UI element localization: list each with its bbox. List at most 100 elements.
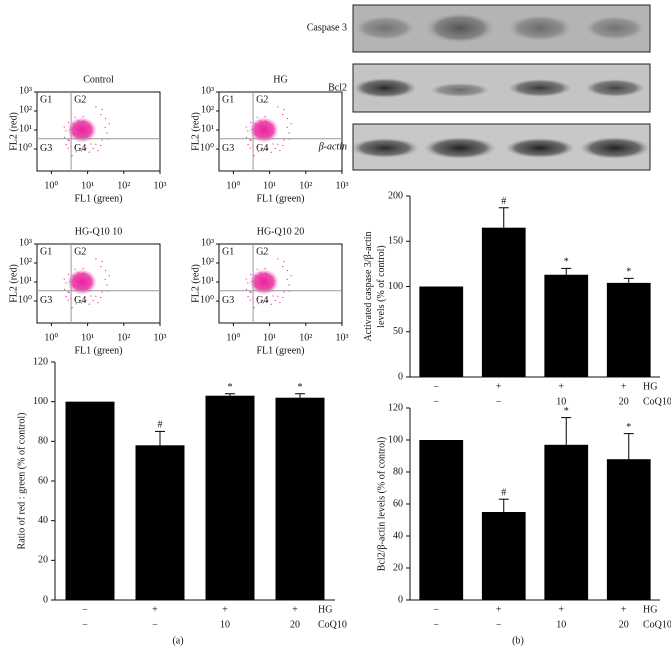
cell-dot xyxy=(95,295,97,297)
cell-dot xyxy=(74,116,76,118)
y-tick-label: 120 xyxy=(388,402,403,413)
cell-cloud xyxy=(66,117,97,144)
cell-dot xyxy=(80,253,82,255)
y-tick-label: 10⁰ xyxy=(18,142,32,153)
y-axis-label: FL2 (red) xyxy=(8,112,19,151)
cell-dot xyxy=(262,101,264,103)
x-tick-label: 10² xyxy=(299,332,312,343)
x-axis-label: FL1 (green) xyxy=(74,193,122,204)
blot-band xyxy=(580,137,650,159)
cell-dot xyxy=(250,121,252,124)
y-tick-label: 20 xyxy=(38,555,48,566)
y-tick-label: 60 xyxy=(393,498,403,509)
bar xyxy=(544,444,589,600)
cell-dot xyxy=(104,117,107,120)
significance-marker: * xyxy=(564,257,569,268)
condition-name: HG xyxy=(643,381,657,392)
cell-dot xyxy=(274,147,276,150)
cell-dot xyxy=(282,144,284,146)
cell-dot xyxy=(72,123,74,125)
cell-dot xyxy=(67,147,69,149)
condition-value: 10 xyxy=(220,619,230,630)
plot-frame xyxy=(218,243,343,324)
quadrant-label: G2 xyxy=(74,94,86,105)
panel-label: (a) xyxy=(172,635,183,646)
y-tick-label: 0 xyxy=(398,371,403,382)
cell-dot xyxy=(83,120,85,122)
cell-dot xyxy=(71,155,73,157)
cell-dot xyxy=(73,133,75,136)
cell-dot xyxy=(68,273,70,276)
y-tick-label: 60 xyxy=(38,475,48,486)
blot-band xyxy=(585,16,645,40)
cell-dot xyxy=(283,108,285,110)
quadrant-label: G3 xyxy=(222,143,234,154)
cell-dot xyxy=(282,266,284,268)
cell-dot xyxy=(277,295,279,297)
x-tick-label: 10¹ xyxy=(263,332,276,343)
cell-dot xyxy=(104,269,107,272)
cell-dot xyxy=(277,143,279,145)
y-tick-label: 10³ xyxy=(201,85,214,96)
cell-dot xyxy=(254,123,256,125)
cell-dot xyxy=(71,307,73,309)
x-axis-label: FL1 (green) xyxy=(256,345,304,356)
cell-dot xyxy=(80,302,83,304)
y-axis-label: Ratio of red : green (% of control) xyxy=(16,413,27,550)
significance-marker: * xyxy=(298,382,303,393)
cell-dot xyxy=(247,144,249,146)
cell-dot xyxy=(253,307,255,309)
cell-dot xyxy=(80,150,83,152)
cell-dot xyxy=(286,278,288,280)
cell-dot xyxy=(90,143,92,145)
condition-name: CoQ10 xyxy=(643,396,671,407)
cell-dot xyxy=(245,136,248,138)
cell-dot xyxy=(265,272,267,274)
cell-dot xyxy=(247,296,249,298)
quadrant-label: G1 xyxy=(40,246,52,257)
cell-dot xyxy=(74,146,77,148)
y-axis-label: Bcl2/β-actin levels (% of control) xyxy=(376,437,387,572)
quadrant-label: G4 xyxy=(256,143,268,154)
significance-marker: * xyxy=(626,267,631,278)
condition-value: + xyxy=(292,604,298,615)
cell-dot xyxy=(277,258,279,260)
blot-band xyxy=(508,15,572,41)
cell-dot xyxy=(247,130,249,132)
significance-marker: # xyxy=(501,196,506,207)
x-tick-label: 10³ xyxy=(336,180,349,191)
plot-frame xyxy=(218,91,343,172)
cell-dot xyxy=(267,133,270,135)
cell-dot xyxy=(290,275,292,277)
cell-dot xyxy=(100,296,102,298)
cell-dot xyxy=(106,132,108,134)
cell-dot xyxy=(262,302,265,304)
y-tick-label: 20 xyxy=(393,562,403,573)
bar xyxy=(419,286,464,377)
cell-dot xyxy=(267,285,270,287)
cell-dot xyxy=(245,126,247,128)
cell-cloud xyxy=(66,269,97,296)
bar xyxy=(606,282,651,377)
x-axis-label: FL1 (green) xyxy=(74,345,122,356)
chart-title: HG xyxy=(273,74,287,85)
y-tick-label: 10¹ xyxy=(201,123,214,134)
cell-dot xyxy=(79,131,81,134)
cell-dot xyxy=(95,106,97,108)
y-tick-label: 10² xyxy=(19,256,32,267)
bar xyxy=(275,397,325,600)
y-tick-label: 10¹ xyxy=(201,275,214,286)
blot-band xyxy=(353,78,417,98)
x-tick-label: 10⁰ xyxy=(44,180,58,191)
significance-marker: * xyxy=(228,382,233,393)
y-tick-label: 150 xyxy=(388,236,403,247)
bar xyxy=(419,440,464,600)
cell-dot xyxy=(270,303,272,305)
cell-dot xyxy=(274,299,276,302)
bar xyxy=(481,227,526,377)
condition-value: − xyxy=(496,619,502,630)
y-tick-label: 10² xyxy=(201,104,214,115)
bar xyxy=(606,459,651,600)
cell-dot xyxy=(257,151,259,153)
quadrant-label: G1 xyxy=(222,94,234,105)
